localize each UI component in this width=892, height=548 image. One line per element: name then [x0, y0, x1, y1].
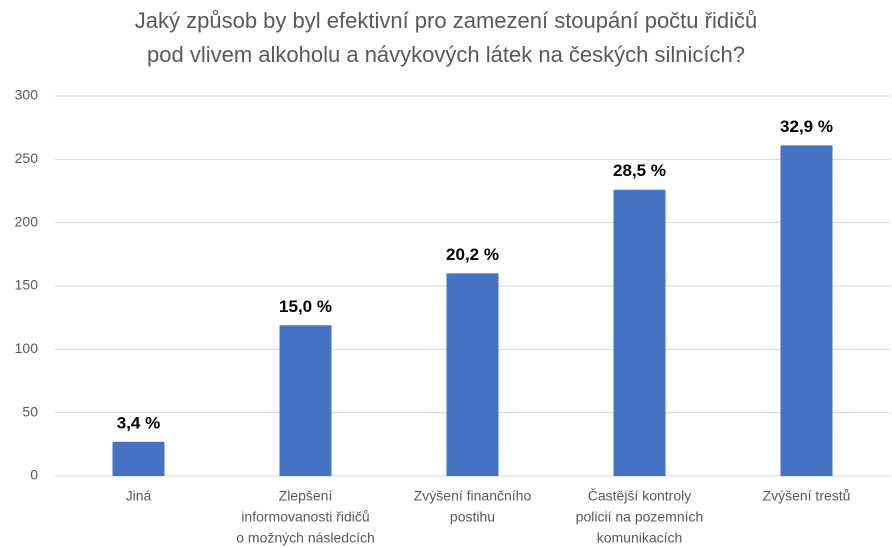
- value-label: 32,9 %: [780, 117, 833, 136]
- y-tick-label: 200: [15, 213, 39, 229]
- y-tick-label: 0: [30, 467, 38, 483]
- x-tick-label: Zvýšení trestů: [763, 488, 851, 504]
- x-tick-label: informovanosti řidičů: [241, 509, 369, 525]
- bar: [780, 145, 833, 476]
- x-tick-label: komunikacích: [597, 530, 683, 546]
- x-tick-label: policií na pozemních: [576, 509, 704, 525]
- y-tick-label: 150: [15, 277, 39, 293]
- x-tick-label: Zlepšení: [279, 488, 333, 504]
- value-label: 15,0 %: [279, 297, 332, 316]
- value-label: 3,4 %: [117, 413, 160, 432]
- y-tick-label: 250: [15, 150, 39, 166]
- value-label: 20,2 %: [446, 245, 499, 264]
- bar: [613, 189, 666, 476]
- chart-title: Jaký způsob by byl efektivní pro zamezen…: [135, 8, 757, 33]
- bar: [446, 273, 499, 476]
- x-tick-label: postihu: [450, 509, 495, 525]
- x-tick-label: o možných následcích: [236, 530, 375, 546]
- bar: [112, 441, 165, 476]
- chart-title: pod vlivem alkoholu a návykových látek n…: [147, 42, 745, 67]
- value-label: 28,5 %: [613, 161, 666, 180]
- y-tick-label: 300: [15, 87, 39, 103]
- y-tick-label: 50: [22, 403, 38, 419]
- y-tick-label: 100: [15, 340, 39, 356]
- x-tick-label: Zvýšení finančního: [414, 488, 532, 504]
- x-tick-label: Jiná: [126, 488, 152, 504]
- bar: [279, 325, 332, 476]
- x-tick-label: Častější kontroly: [588, 488, 691, 504]
